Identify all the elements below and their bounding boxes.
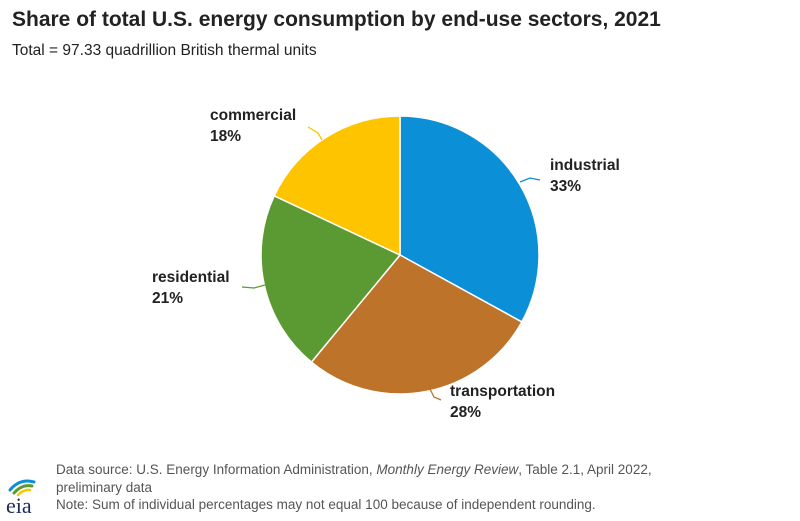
footnote: Note: Sum of individual percentages may … (56, 497, 596, 512)
source-title: Monthly Energy Review (376, 462, 519, 477)
source-suffix: , Table 2.1, April 2022, (518, 462, 652, 477)
slice-label-industrial: industrial (550, 157, 620, 174)
slice-value-industrial: 33% (550, 178, 581, 195)
slice-label-residential: residential (152, 269, 230, 286)
chart-subtitle: Total = 97.33 quadrillion British therma… (12, 42, 317, 59)
logo-text: eia (6, 493, 32, 516)
source-line: Data source: U.S. Energy Information Adm… (56, 461, 776, 479)
leader-line-commercial (307, 126, 323, 141)
pie-slice-transportation (310, 254, 523, 395)
chart-title: Share of total U.S. energy consumption b… (12, 8, 661, 31)
slice-label-transportation: transportation (450, 383, 555, 400)
slice-label-commercial: commercial (210, 107, 296, 124)
leader-line-industrial (519, 177, 541, 183)
footer: Data source: U.S. Energy Information Adm… (56, 461, 776, 514)
pie-slice-industrial (399, 115, 540, 323)
leader-line-transportation (429, 388, 442, 401)
leader-line-residential (241, 284, 266, 289)
pie-slice-commercial (273, 115, 401, 257)
slice-value-residential: 21% (152, 290, 183, 307)
eia-logo: eia (4, 478, 50, 518)
source-prefix: Data source: U.S. Energy Information Adm… (56, 462, 373, 477)
slice-value-commercial: 18% (210, 128, 241, 145)
slice-value-transportation: 28% (450, 404, 481, 421)
source-line-2: preliminary data (56, 479, 153, 495)
